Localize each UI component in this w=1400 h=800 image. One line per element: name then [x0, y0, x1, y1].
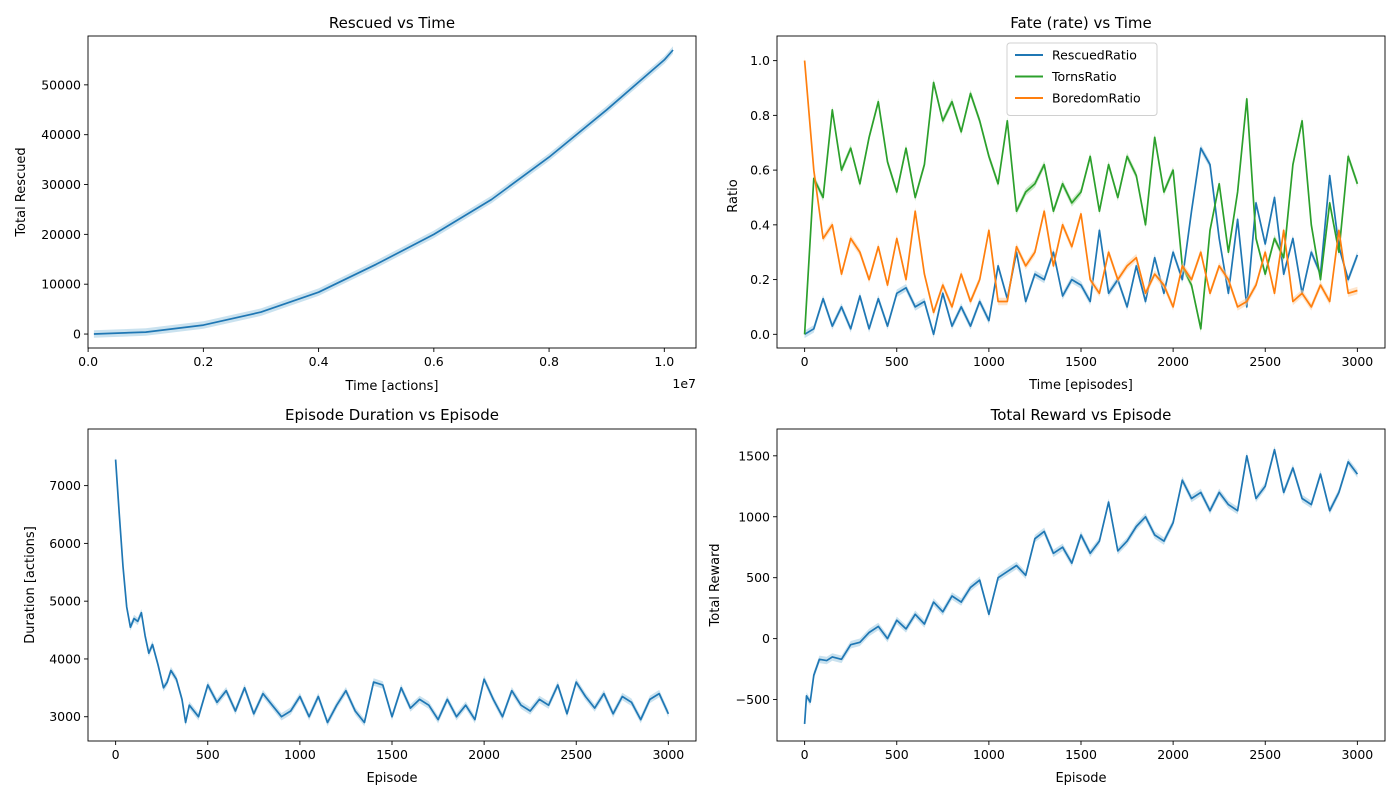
y-tick-label: 30000: [41, 177, 81, 192]
series-line: [114, 459, 670, 724]
y-tick-label: 3000: [49, 709, 81, 724]
x-tick-label: 1500: [376, 747, 408, 762]
series-line: [804, 147, 1359, 336]
x-axis-label: Time [episodes]: [1028, 378, 1133, 393]
y-tick-label: 500: [746, 570, 770, 585]
legend: RescuedRatio TornsRatio BoredomRatio: [1006, 42, 1158, 116]
x-tick-label: 500: [885, 747, 909, 762]
x-tick-label: 3000: [652, 747, 684, 762]
y-tick-label: 0: [762, 631, 770, 646]
series-band: [804, 56, 1358, 317]
chart-title: Fate (rate) vs Time: [1010, 14, 1151, 32]
y-axis-label: Ratio: [726, 179, 741, 212]
x-tick-label: 2000: [1157, 354, 1189, 369]
x-tick-label: 3000: [1341, 354, 1373, 369]
x-tick-label: 0: [112, 747, 120, 762]
x-tick-label: 1.0: [654, 354, 674, 369]
x-tick-label: 1000: [284, 747, 316, 762]
legend-box: [1006, 42, 1158, 116]
series-band: [804, 144, 1358, 339]
x-tick-label: 500: [885, 354, 909, 369]
x-tick-label: 1000: [973, 354, 1005, 369]
x-tick-label: 1500: [1065, 747, 1097, 762]
y-tick-label: 0.2: [750, 272, 770, 287]
y-axis-label: Total Rescued: [14, 147, 29, 237]
y-tick-label: 0.6: [750, 163, 770, 178]
series-line: [803, 60, 1358, 314]
y-tick-label: 0.8: [750, 108, 770, 123]
x-tick-label: 2000: [468, 747, 500, 762]
y-tick-label: 7000: [49, 478, 81, 493]
x-offset-label: 1e7: [672, 376, 696, 391]
x-axis-label: Episode: [1055, 771, 1106, 786]
y-tick-label: 6000: [49, 536, 81, 551]
x-tick-label: 2500: [1249, 354, 1281, 369]
series-band: [804, 446, 1358, 728]
series-line: [93, 49, 674, 335]
y-tick-label: 50000: [41, 77, 81, 92]
x-tick-label: 500: [196, 747, 220, 762]
plot-frame: [776, 428, 1386, 742]
chart-reward: Total Reward vs Episode Episode Total Re…: [708, 406, 1386, 786]
x-tick-label: 0.4: [309, 354, 329, 369]
chart-fate: Fate (rate) vs Time Time [episodes] Rati…: [726, 14, 1386, 393]
x-tick-label: 2000: [1157, 747, 1189, 762]
chart-title: Total Reward vs Episode: [990, 406, 1172, 424]
series-line: [803, 448, 1359, 724]
chart-title: Rescued vs Time: [329, 14, 455, 32]
y-tick-label: 0.4: [750, 217, 770, 232]
series-line: [803, 81, 1359, 335]
y-tick-label: 4000: [49, 651, 81, 666]
x-tick-label: 0.2: [193, 354, 213, 369]
x-tick-label: 2500: [1249, 747, 1281, 762]
y-tick-label: 10000: [41, 277, 81, 292]
y-tick-label: 1.0: [750, 53, 770, 68]
legend-label: BoredomRatio: [1052, 91, 1141, 106]
y-tick-label: 0: [73, 327, 81, 342]
y-tick-label: 5000: [49, 594, 81, 609]
y-tick-label: 0.0: [750, 327, 770, 342]
y-axis-label: Total Reward: [708, 544, 723, 628]
y-tick-label: 40000: [41, 127, 81, 142]
chart-title: Episode Duration vs Episode: [285, 406, 499, 424]
legend-label: RescuedRatio: [1052, 48, 1137, 63]
x-tick-label: 1000: [973, 747, 1005, 762]
series-band: [93, 46, 673, 338]
x-tick-label: 0: [801, 354, 809, 369]
chart-rescued: Rescued vs Time Time [actions] Total Res…: [14, 14, 697, 394]
x-axis-label: Time [actions]: [345, 379, 439, 394]
x-tick-label: 1500: [1065, 354, 1097, 369]
y-tick-label: 1500: [738, 448, 770, 463]
y-axis-label: Duration [actions]: [23, 526, 38, 644]
series-band: [804, 78, 1358, 339]
x-axis-label: Episode: [366, 771, 417, 786]
x-tick-label: 0.0: [78, 354, 98, 369]
y-tick-label: 20000: [41, 227, 81, 242]
chart-duration: Episode Duration vs Episode Episode Dura…: [23, 406, 697, 786]
plot-frame: [87, 35, 697, 349]
x-tick-label: 2500: [560, 747, 592, 762]
x-tick-label: 3000: [1341, 747, 1373, 762]
series-band: [115, 455, 669, 727]
x-tick-label: 0.8: [539, 354, 559, 369]
y-tick-label: −500: [736, 692, 770, 707]
y-tick-label: 1000: [738, 509, 770, 524]
x-tick-label: 0.6: [424, 354, 444, 369]
x-tick-label: 0: [801, 747, 809, 762]
legend-label: TornsRatio: [1051, 69, 1117, 84]
